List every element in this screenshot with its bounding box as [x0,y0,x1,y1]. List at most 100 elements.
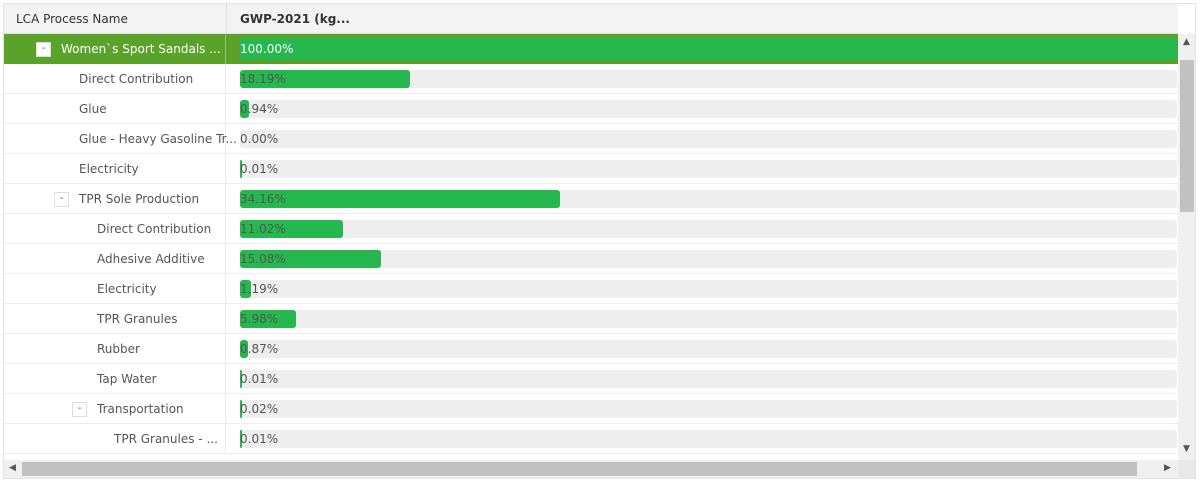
process-name: Tap Water [97,372,157,386]
tree-row[interactable]: Glue 0.94% [4,94,1178,124]
collapse-toggle-icon[interactable]: - [72,402,87,417]
process-name: Women`s Sport Sandals ... [61,42,221,56]
horizontal-scroll-thumb[interactable] [22,462,1137,476]
contribution-bar-track [240,430,1177,448]
contribution-percent: 0.01% [240,432,279,446]
contribution-percent: 15.08% [240,252,286,266]
process-name: TPR Sole Production [79,192,200,206]
process-name: Electricity [79,162,139,176]
collapse-toggle-icon[interactable]: - [36,42,51,57]
collapse-toggle-icon[interactable]: - [54,192,69,207]
tree-row[interactable]: Adhesive Additive 15.08% [4,244,1178,274]
grid-header: LCA Process Name GWP-2021 (kg... [4,4,1178,34]
scrollbar-corner [1178,460,1195,478]
tree-row[interactable]: Tap Water 0.01% [4,364,1178,394]
contribution-percent: 0.00% [240,132,279,146]
contribution-bar-fill [240,340,249,358]
name-cell[interactable]: TPR Granules - ... [4,424,226,454]
contribution-bar-track [240,100,1177,118]
name-cell[interactable]: Electricity [4,154,226,184]
tree-row[interactable]: TPR Granules 5.98% [4,304,1178,334]
tree-row[interactable]: TPR Granules - ... 0.01% [4,424,1178,454]
tree-row[interactable]: Electricity 0.01% [4,154,1178,184]
process-name: TPR Granules [97,312,178,326]
tree-row[interactable]: Glue - Heavy Gasoline Tr... 0.00% [4,124,1178,154]
process-name: Rubber [97,342,140,356]
contribution-percent: 34.16% [240,192,286,206]
process-name: Direct Contribution [97,222,212,236]
contribution-bar-track [240,220,1177,238]
contribution-bar-track [240,310,1177,328]
contribution-bar-fill [240,70,411,88]
tree-row[interactable]: Direct Contribution 18.19% [4,64,1178,94]
name-cell[interactable]: - TPR Sole Production [4,184,226,214]
scroll-down-arrow-icon[interactable]: ▼ [1183,444,1190,454]
contribution-bar-fill [240,400,242,418]
contribution-bar-fill [240,190,561,208]
contribution-bar-track [240,400,1177,418]
process-name: TPR Granules - ... [114,432,218,446]
process-name: Glue [79,102,107,116]
contribution-bar-fill [240,220,344,238]
contribution-bar-track [240,38,1177,60]
contribution-bar-track [240,130,1177,148]
contribution-percent: 0.01% [240,162,279,176]
contribution-bar-track [240,190,1177,208]
contribution-percent: 0.02% [240,402,279,416]
name-cell[interactable]: Glue [4,94,226,124]
tree-row[interactable]: Rubber 0.87% [4,334,1178,364]
horizontal-scrollbar[interactable]: ◀ ▶ [4,460,1178,478]
contribution-bar-track [240,70,1177,88]
name-cell[interactable]: Adhesive Additive [4,244,226,274]
name-cell[interactable]: Direct Contribution [4,214,226,244]
contribution-bar-fill [240,160,242,178]
process-name: Glue - Heavy Gasoline Tr... [79,132,237,146]
contribution-percent: 0.01% [240,372,279,386]
contribution-bar-track [240,250,1177,268]
column-header-gwp[interactable]: GWP-2021 (kg... [240,12,350,26]
contribution-bar-fill [240,310,297,328]
contribution-bar-track [240,370,1177,388]
vertical-scrollbar[interactable]: ▲ ▼ [1178,34,1195,460]
contribution-percent: 5.98% [240,312,279,326]
tree-grid: LCA Process Name GWP-2021 (kg... - Women`… [3,3,1196,479]
tree-row[interactable]: - Transportation 0.02% [4,394,1178,424]
tree-row[interactable]: - TPR Sole Production 34.16% [4,184,1178,214]
contribution-bar-track [240,280,1177,298]
tree-row[interactable]: - Women`s Sport Sandals ... 100.00% [4,34,1178,64]
contribution-bar-fill [240,370,242,388]
contribution-percent: 0.87% [240,342,279,356]
process-name: Direct Contribution [79,72,194,86]
name-cell[interactable]: Rubber [4,334,226,364]
name-cell[interactable]: - Women`s Sport Sandals ... [4,34,226,64]
scroll-right-arrow-icon[interactable]: ▶ [1164,463,1171,473]
contribution-bar-fill [240,430,242,448]
contribution-bar-track [240,340,1177,358]
tree-row[interactable]: Direct Contribution 11.02% [4,214,1178,244]
contribution-percent: 18.19% [240,72,286,86]
process-name: Transportation [97,402,184,416]
scroll-left-arrow-icon[interactable]: ◀ [9,463,16,473]
process-name: Electricity [97,282,157,296]
name-cell[interactable]: Electricity [4,274,226,304]
contribution-bar-fill [240,100,249,118]
name-cell[interactable]: - Transportation [4,394,226,424]
name-cell[interactable]: Direct Contribution [4,64,226,94]
scroll-up-arrow-icon[interactable]: ▲ [1183,37,1190,47]
contribution-bar-fill [240,250,382,268]
contribution-percent: 11.02% [240,222,286,236]
name-cell[interactable]: TPR Granules [4,304,226,334]
tree-row[interactable]: Electricity 1.19% [4,274,1178,304]
process-name: Adhesive Additive [97,252,205,266]
contribution-percent: 100.00% [240,42,294,56]
contribution-bar-track [240,160,1177,178]
vertical-scroll-thumb[interactable] [1180,60,1194,212]
name-cell[interactable]: Glue - Heavy Gasoline Tr... [4,124,237,154]
name-cell[interactable]: Tap Water [4,364,226,394]
contribution-percent: 0.94% [240,102,279,116]
contribution-percent: 1.19% [240,282,279,296]
grid-body: - Women`s Sport Sandals ... 100.00% Direct … [4,34,1178,460]
contribution-bar-fill [240,280,252,298]
column-header-name[interactable]: LCA Process Name [16,12,128,26]
column-divider[interactable] [226,4,227,34]
